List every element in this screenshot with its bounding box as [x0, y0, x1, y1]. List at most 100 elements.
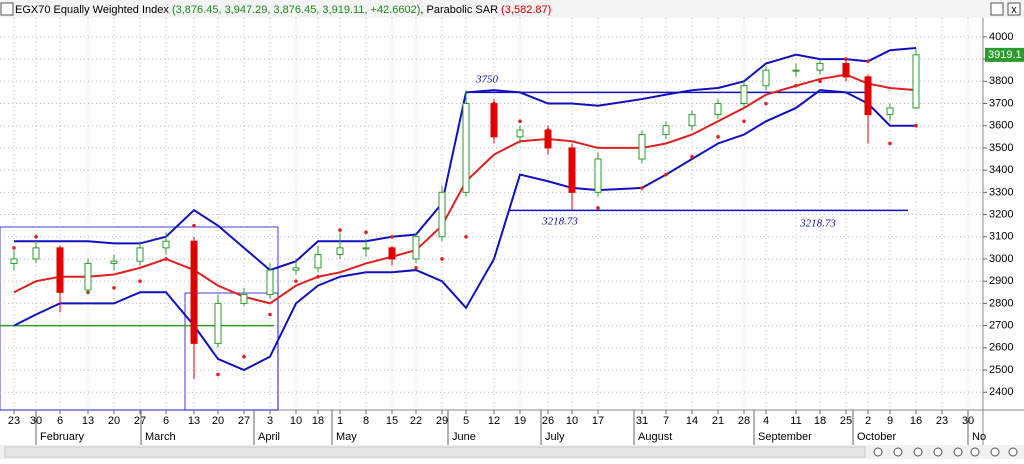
x-tick-label: 11 [790, 415, 801, 427]
y-tick-label: 2500 [989, 364, 1013, 376]
toolbar-icon[interactable] [873, 447, 883, 457]
toolbar-icon[interactable] [1008, 447, 1018, 457]
x-tick-label: 22 [410, 415, 422, 427]
candle-body [462, 103, 470, 193]
y-tick-label: 3700 [989, 97, 1013, 109]
x-tick-label: 25 [840, 415, 852, 427]
x-tick-label: 12 [488, 415, 500, 427]
sar-dot [518, 119, 522, 124]
candle-body [314, 254, 322, 269]
close-icon: x [1011, 4, 1017, 16]
ohlc-text: (3,876.45, 3,947.29, 3,876.45, 3,919.11,… [172, 4, 420, 16]
x-tick-label: 3 [267, 415, 273, 427]
candle-body [662, 125, 670, 136]
x-tick-label: 17 [592, 415, 604, 427]
sar-dot [742, 119, 746, 124]
sar-dot [888, 141, 892, 146]
y-tick-label: 2600 [989, 342, 1013, 354]
month-label: July [545, 431, 565, 443]
sar-dot [338, 228, 342, 232]
x-tick-label: 15 [386, 415, 398, 427]
candle-body [490, 103, 498, 138]
y-tick-label: 2400 [989, 386, 1013, 398]
y-tick-label: 3800 [989, 75, 1013, 87]
x-tick-label: 27 [134, 415, 146, 427]
sar-dot [716, 135, 720, 139]
candle-body [816, 63, 824, 71]
x-tick-label: 8 [363, 415, 369, 427]
y-tick-label: 3000 [989, 253, 1013, 265]
sar-text: (3,582.87) [501, 4, 551, 16]
y-tick-label: 3300 [989, 186, 1013, 198]
candle-body [214, 302, 222, 344]
candle-body [412, 236, 420, 260]
candle-body [864, 76, 872, 116]
sar-dot [164, 257, 168, 261]
candle-body [136, 247, 144, 262]
x-tick-label: 18 [312, 415, 324, 427]
month-label: June [452, 431, 476, 443]
candle-body [10, 258, 18, 264]
restore-button[interactable] [990, 2, 1004, 16]
candle-body [362, 247, 370, 250]
sar-dot [294, 279, 298, 283]
sar-dot [690, 155, 694, 159]
candle-body [388, 247, 396, 260]
toolbar-icon[interactable] [990, 447, 1000, 457]
candle-body [56, 247, 64, 293]
candle-body [292, 267, 300, 271]
candle-body [792, 69, 800, 72]
x-tick-label: 19 [514, 415, 526, 427]
sar-dot [914, 123, 918, 128]
y-tick-label: 3400 [989, 164, 1013, 176]
candle-body [84, 262, 92, 291]
x-tick-label: 26 [542, 415, 554, 427]
x-tick-label: 1 [337, 415, 343, 427]
y-tick-label: 3200 [989, 208, 1013, 220]
sar-dot [764, 101, 768, 106]
x-tick-label: 18 [814, 415, 826, 427]
candle-body [912, 54, 920, 109]
sar-dot [138, 279, 142, 283]
sar-dot [414, 266, 418, 270]
toolbar-icon[interactable] [893, 447, 903, 457]
candle-body [516, 129, 524, 138]
month-label: February [40, 431, 85, 443]
sar-dot [794, 83, 798, 88]
x-tick-label: 4 [763, 415, 769, 427]
candle-body [714, 103, 722, 116]
toolbar-icon[interactable] [933, 447, 943, 457]
title-name: EGX70 Equally Weighted Index [15, 4, 169, 16]
candle-body [266, 269, 274, 296]
toolbar-icon[interactable] [953, 447, 963, 457]
sar-dot [464, 234, 468, 239]
x-tick-label: 16 [910, 415, 922, 427]
candle-body [240, 294, 248, 304]
x-tick-label: 6 [163, 415, 169, 427]
sar-title: Parabolic SAR [427, 4, 499, 16]
x-tick-label: 6 [57, 415, 63, 427]
candle-body [638, 134, 646, 160]
x-tick-label: 21 [712, 415, 724, 427]
month-label: No [972, 431, 986, 443]
x-tick-label: 14 [686, 415, 698, 427]
candle-body [568, 147, 576, 193]
x-tick-label: 13 [82, 415, 94, 427]
x-tick-label: 20 [108, 415, 120, 427]
y-tick-label: 3500 [989, 142, 1013, 154]
x-tick-label: 31 [636, 415, 648, 427]
menu-box[interactable] [0, 2, 14, 16]
sar-dot [364, 230, 368, 235]
toolbar-icon[interactable] [913, 447, 923, 457]
scrollbar [4, 446, 866, 458]
sar-dot [112, 286, 116, 290]
close-button[interactable] [1007, 2, 1021, 16]
x-tick-label: 13 [188, 415, 200, 427]
month-label: October [857, 431, 896, 443]
toolbar-icon[interactable] [970, 447, 980, 457]
last-price-box [985, 47, 1024, 62]
candle-body [740, 85, 748, 105]
candle-body [32, 247, 40, 260]
title-bar [0, 0, 1024, 18]
